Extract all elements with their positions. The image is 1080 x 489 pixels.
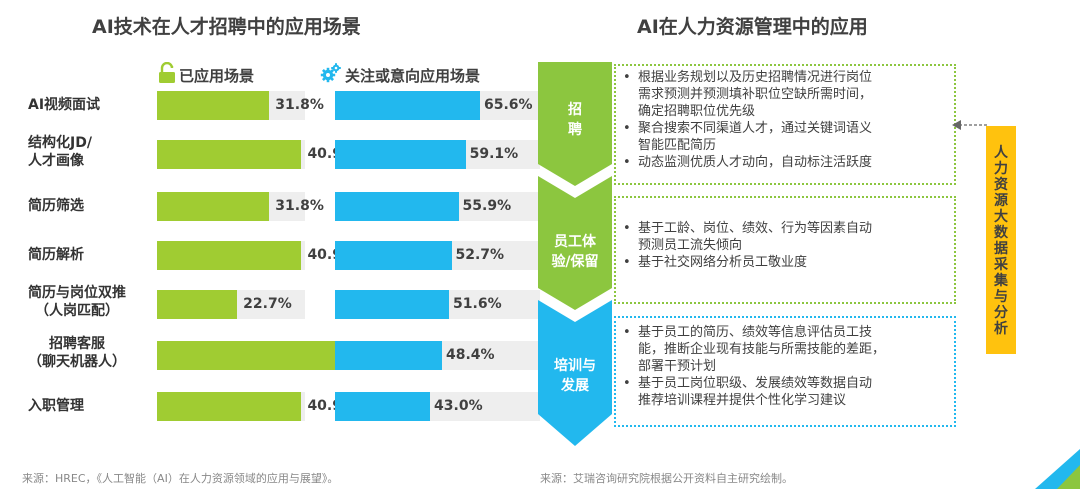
bullet-item: 基于员工的简历、绩效等信息评估员工技 能，推断企业现有技能与所需技能的差距， 部… [616, 324, 954, 375]
stage-label-employee-experience: 员工体 验/保留 [551, 234, 599, 270]
applied-bar [157, 290, 238, 319]
source-right: 来源：艾瑞咨询研究院根据公开资料自主研究绘制。 [540, 472, 793, 485]
applied-value-label: 31.8% [275, 198, 324, 214]
interested-value-label: 59.1% [469, 146, 519, 162]
source-left: 来源：HREC，《人工智能（AI）在人力资源领域的应用与展望》。 [22, 472, 339, 485]
legend-applied: 已应用场景 [158, 61, 255, 88]
stage-chevrons [538, 62, 612, 446]
interested-bar [335, 341, 442, 370]
bullet-item: 根据业务规划以及历史招聘情况进行岗位 需求预测并预测填补职位空缺所需时间， 确定… [616, 69, 954, 120]
applied-bar [157, 91, 270, 120]
stage-box-employee-experience: 基于工龄、岗位、绩效、行为等因素自动 预测员工流失倾向 基于社交网络分析员工敬业… [614, 196, 956, 304]
interested-bar [335, 241, 452, 270]
chevron-training [538, 300, 612, 446]
category-label: 招聘客服 （聊天机器人） [28, 336, 126, 370]
legend-interested-label: 关注或意向应用场景 [345, 66, 481, 85]
stage-label-recruiting: 招 聘 [568, 102, 582, 138]
interested-bar [335, 140, 466, 169]
stage-box-training: 基于员工的简历、绩效等信息评估员工技 能，推断企业现有技能与所需技能的差距， 部… [614, 316, 956, 427]
side-label-bar [986, 126, 1016, 354]
applied-bar [157, 140, 302, 169]
chevron-employee-experience [538, 176, 612, 310]
unlock-icon [158, 61, 176, 88]
interested-value-label: 52.7% [455, 247, 505, 263]
gears-icon [320, 62, 342, 88]
bullet-item: 基于工龄、岗位、绩效、行为等因素自动 预测员工流失倾向 [616, 220, 954, 254]
bullet-item: 动态监测优质人才动向，自动标注活跃度 [616, 154, 954, 171]
corner-decoration [1035, 449, 1080, 489]
interested-bar [335, 91, 480, 120]
applied-value-label: 31.8% [275, 97, 324, 113]
applied-bar [157, 241, 302, 270]
category-label: AI视频面试 [28, 97, 101, 113]
bullet-item: 聚合搜索不同渠道人才，通过关键词语义 智能匹配简历 [616, 120, 954, 154]
category-label: 简历与岗位双推 （人岗匹配） [28, 285, 126, 319]
stage-box-recruiting: 根据业务规划以及历史招聘情况进行岗位 需求预测并预测填补职位空缺所需时间， 确定… [614, 64, 956, 185]
category-label: 简历筛选 [28, 198, 84, 214]
left-chart-title: AI技术在人才招聘中的应用场景 [92, 16, 361, 38]
interested-value-label: 55.9% [462, 198, 512, 214]
interested-value-label: 51.6% [453, 296, 502, 312]
applied-value-label: 22.7% [243, 296, 292, 312]
category-label: 简历解析 [28, 247, 84, 263]
interested-bar [335, 290, 450, 319]
interested-value-label: 48.4% [445, 347, 495, 363]
stage-label-training: 培训与 发展 [554, 358, 596, 394]
legend-interested: 关注或意向应用场景 [320, 62, 480, 88]
category-label: 结构化JD/人才画像 [28, 135, 92, 169]
interested-value-label: 43.0% [434, 398, 483, 414]
right-panel-title: AI在人力资源管理中的应用 [637, 16, 868, 38]
interested-value-label: 65.6% [484, 97, 533, 113]
side-label-text: 人力资源大数据采集与分析 [994, 145, 1008, 337]
chevron-recruiting [538, 62, 612, 186]
interested-bar [335, 392, 430, 421]
interested-bar [335, 192, 459, 221]
feedback-arrow [952, 120, 987, 130]
bullet-item: 基于社交网络分析员工敬业度 [616, 254, 954, 271]
legend-applied-label: 已应用场景 [179, 66, 255, 85]
bullet-item: 基于员工岗位职级、发展绩效等数据自动 推荐培训课程并提供个性化学习建议 [616, 375, 954, 409]
category-label: 入职管理 [28, 398, 84, 414]
applied-bar [157, 392, 302, 421]
applied-bar [157, 192, 270, 221]
